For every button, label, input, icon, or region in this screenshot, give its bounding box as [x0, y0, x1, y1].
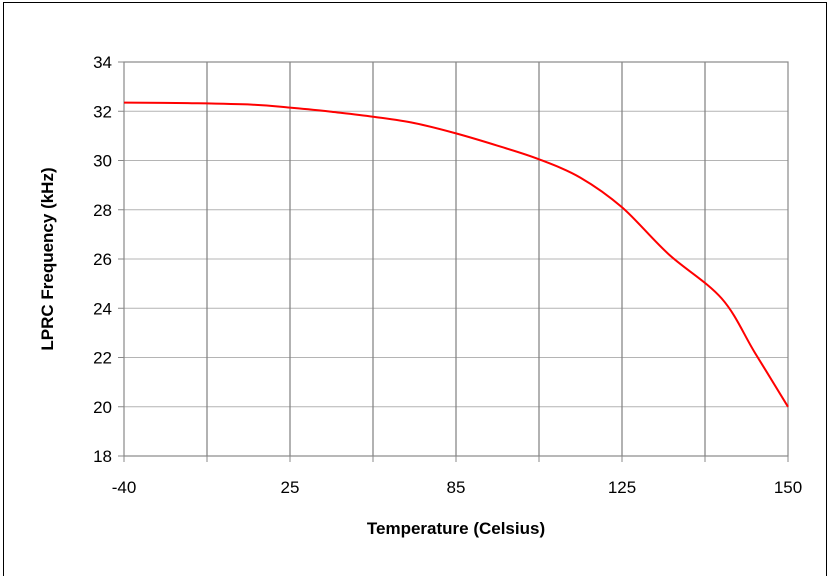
- x-tick-label: 25: [281, 478, 300, 497]
- y-tick-label: 26: [93, 250, 112, 269]
- y-tick-label: 30: [93, 152, 112, 171]
- y-tick-label: 20: [93, 398, 112, 417]
- y-tick-label: 34: [93, 53, 112, 72]
- series-line: [123, 101, 789, 408]
- x-axis-ticks: -40 25 85 125 150: [112, 456, 802, 497]
- y-tick-label: 22: [93, 349, 112, 368]
- x-tick-label: 85: [447, 478, 466, 497]
- x-tick-label: 150: [774, 478, 802, 497]
- y-axis-title: LPRC Frequency (kHz): [38, 167, 57, 350]
- y-tick-label: 32: [93, 102, 112, 121]
- y-tick-label: 18: [93, 447, 112, 466]
- x-axis-title: Temperature (Celsius): [367, 519, 545, 538]
- y-tick-label: 24: [93, 299, 112, 318]
- y-tick-label: 28: [93, 201, 112, 220]
- y-axis-ticks: 18 20 22 24 26 28 30 32 34: [93, 53, 124, 466]
- vertical-gridlines: [206, 62, 706, 456]
- x-tick-label: -40: [112, 478, 137, 497]
- x-tick-label: 125: [608, 478, 636, 497]
